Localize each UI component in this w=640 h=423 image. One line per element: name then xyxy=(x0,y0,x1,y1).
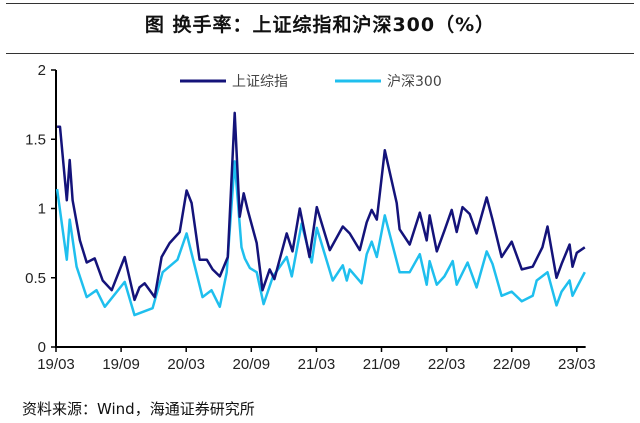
series-line-sse-composite xyxy=(57,111,586,302)
x-tick-label: 21/09 xyxy=(363,356,401,373)
y-tick-label: 0.5 xyxy=(25,270,46,287)
source-note: 资料来源：Wind，海通证券研究所 xyxy=(22,400,255,418)
x-tick-label: 19/03 xyxy=(37,356,75,373)
chart-title: 图 换手率：上证综指和沪深300（%） xyxy=(144,14,496,36)
y-tick-label: 0 xyxy=(38,339,46,356)
x-tick-label: 22/03 xyxy=(428,356,466,373)
x-tick-label: 20/09 xyxy=(233,356,271,373)
y-tick-label: 1.5 xyxy=(25,131,46,148)
legend-label-csi300: 沪深300 xyxy=(387,74,442,90)
series-line-csi300 xyxy=(55,160,586,317)
title-rule xyxy=(6,53,634,54)
top-rule xyxy=(6,3,634,4)
y-tick-label: 2 xyxy=(38,62,46,79)
y-tick-label: 1 xyxy=(38,201,46,218)
x-tick-label: 19/09 xyxy=(102,356,140,373)
x-tick-label: 21/03 xyxy=(298,356,336,373)
x-tick-label: 22/09 xyxy=(493,356,531,373)
legend-label-sse-composite: 上证综指 xyxy=(232,74,288,90)
x-tick-label: 20/03 xyxy=(167,356,205,373)
x-tick-label: 23/03 xyxy=(558,356,596,373)
